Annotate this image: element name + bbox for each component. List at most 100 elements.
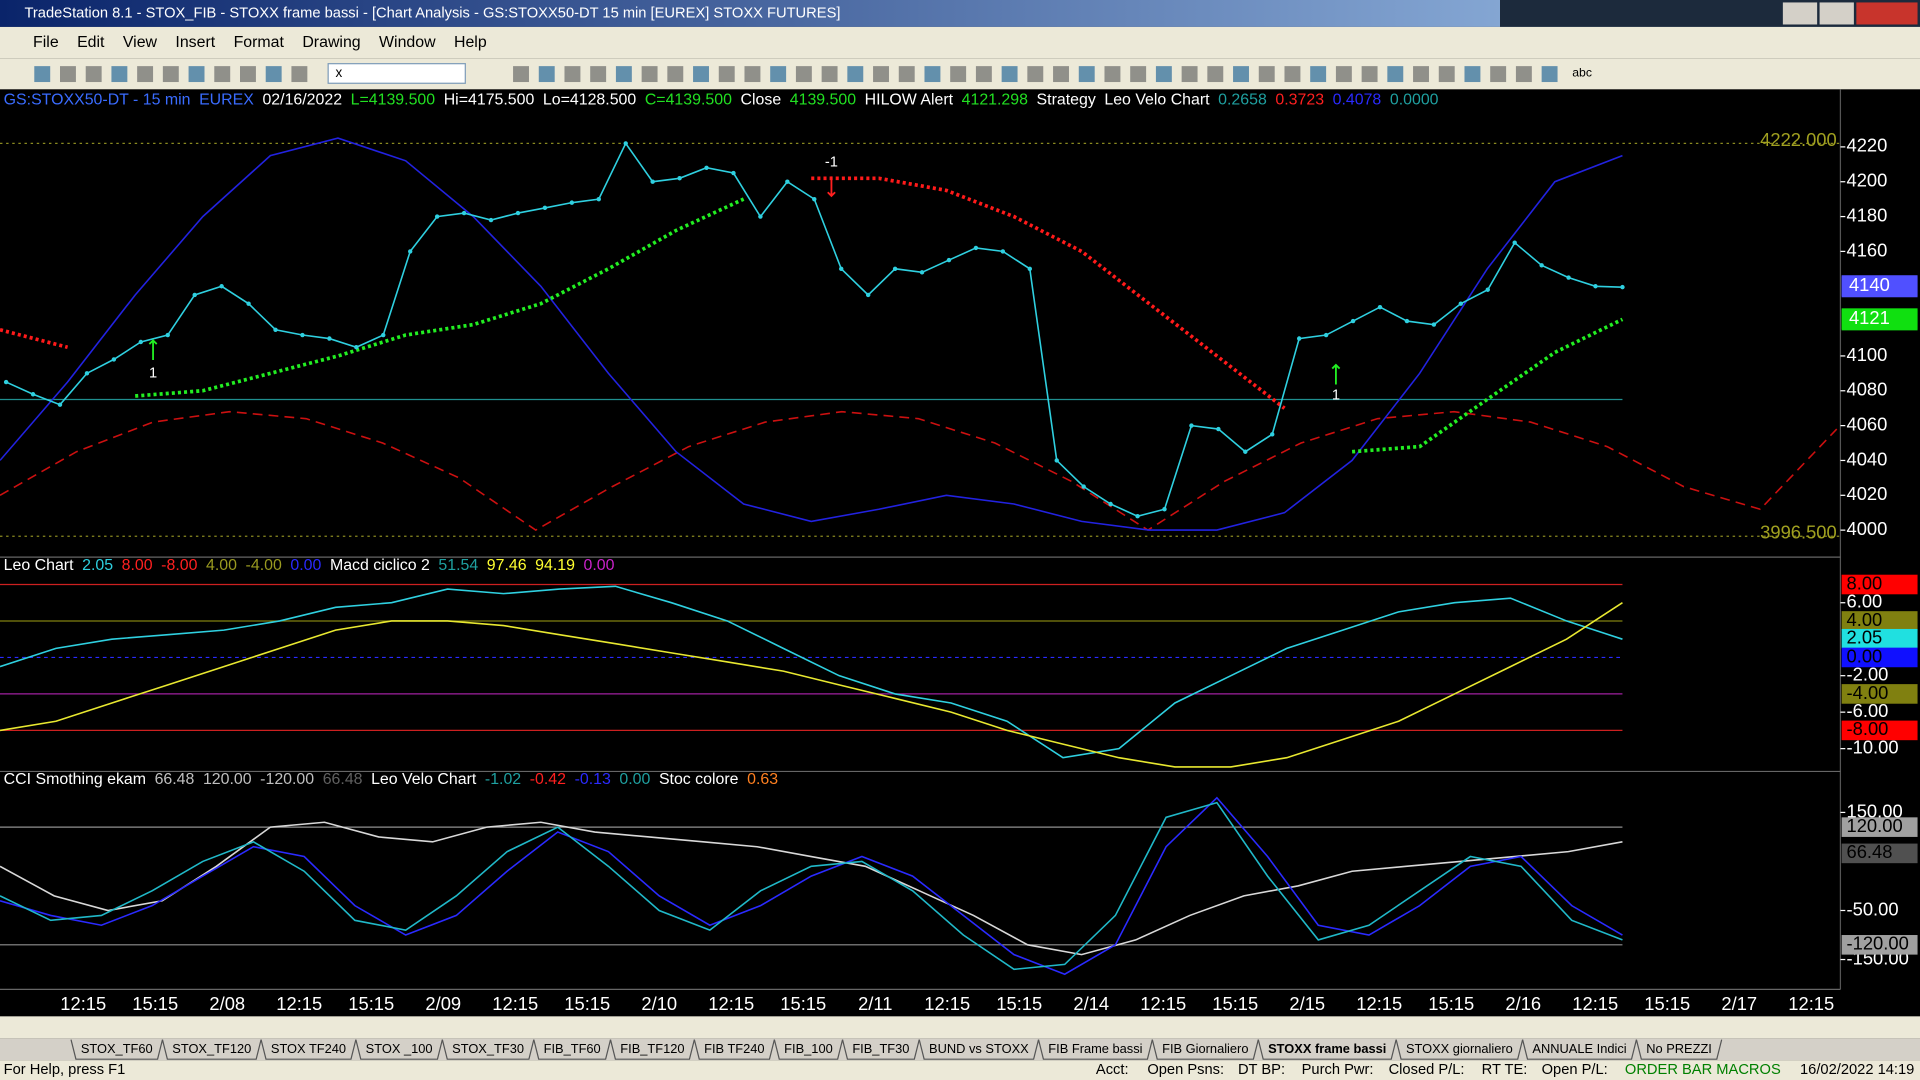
menu-item[interactable]: File <box>33 34 59 51</box>
sheet-tab-outline[interactable] <box>1522 1039 1638 1060</box>
toolbar-icon[interactable] <box>1001 66 1018 83</box>
sheet-tab[interactable]: FIB Frame bassi <box>1048 1041 1142 1056</box>
toolbar-icon[interactable] <box>590 66 607 83</box>
sheet-tab[interactable]: STOX_TF120 <box>172 1041 251 1056</box>
toolbar-icon[interactable] <box>1335 66 1352 83</box>
sheet-tab[interactable]: FIB_TF60 <box>544 1041 601 1056</box>
toolbar-icon[interactable] <box>847 66 864 83</box>
sheet-tab-outline[interactable] <box>355 1039 443 1060</box>
menu-item[interactable]: Drawing <box>302 34 360 51</box>
sheet-tab[interactable]: STOX _100 <box>366 1041 433 1056</box>
sheet-tab-outline[interactable] <box>1257 1039 1397 1060</box>
toolbar-icon[interactable] <box>975 66 992 83</box>
toolbar-icon[interactable] <box>641 66 658 83</box>
sheet-tab[interactable]: FIB_TF30 <box>852 1041 909 1056</box>
toolbar-icon[interactable] <box>1413 66 1429 83</box>
toolbar-icon[interactable] <box>513 66 529 83</box>
toolbar-icon[interactable] <box>137 66 154 83</box>
toolbar-icon[interactable] <box>564 66 581 83</box>
toolbar-icon[interactable] <box>34 66 51 83</box>
sheet-tab-outline[interactable] <box>609 1039 695 1060</box>
sheet-tab[interactable]: FIB_TF120 <box>620 1041 684 1056</box>
text-tool[interactable]: abc <box>1572 66 1592 80</box>
toolbar-icon[interactable] <box>1464 66 1481 83</box>
toolbar-icon[interactable] <box>214 66 231 83</box>
menu-item[interactable]: Format <box>234 34 285 51</box>
toolbar-icon[interactable] <box>795 66 812 83</box>
toolbar-icon[interactable] <box>1387 66 1404 83</box>
minimize-button[interactable] <box>1782 2 1818 25</box>
toolbar-icon[interactable] <box>1490 66 1507 83</box>
sheet-tab-outline[interactable] <box>1037 1039 1153 1060</box>
toolbar-icon[interactable] <box>85 66 102 83</box>
symbol-text[interactable]: x <box>336 65 343 80</box>
toolbar-icon[interactable] <box>1515 66 1532 83</box>
toolbar-icon[interactable] <box>1438 66 1455 83</box>
toolbar-icon[interactable] <box>615 66 632 83</box>
menu-item[interactable]: Edit <box>77 34 105 51</box>
toolbar-icon[interactable] <box>718 66 735 83</box>
sheet-tab-outline[interactable] <box>693 1039 775 1060</box>
toolbar-icon[interactable] <box>265 66 282 83</box>
sheet-tab-outline[interactable] <box>441 1039 535 1060</box>
toolbar-icon[interactable] <box>1541 66 1558 83</box>
sheet-tab[interactable]: No PREZZI <box>1646 1041 1712 1056</box>
toolbar-icon[interactable] <box>744 66 761 83</box>
toolbar-icon[interactable] <box>1361 66 1378 83</box>
toolbar-icon[interactable] <box>60 66 76 83</box>
sheet-tab[interactable]: ANNUALE Indici <box>1532 1041 1626 1056</box>
sheet-tab-outline[interactable] <box>533 1039 612 1060</box>
menu-item[interactable]: Help <box>454 34 487 51</box>
toolbar-icon[interactable] <box>1155 66 1172 83</box>
sheet-tab[interactable]: FIB TF240 <box>704 1041 764 1056</box>
sheet-tab[interactable]: BUND vs STOXX <box>929 1041 1029 1056</box>
toolbar-icon[interactable] <box>1130 66 1147 83</box>
toolbar-icon[interactable] <box>1233 66 1249 83</box>
sheet-tab[interactable]: STOXX giornaliero <box>1406 1041 1513 1056</box>
toolbar-icon[interactable] <box>240 66 256 83</box>
toolbar-icon[interactable] <box>1310 66 1327 83</box>
sheet-tab[interactable]: STOX TF240 <box>271 1041 346 1056</box>
sheet-tab-outline[interactable] <box>1395 1039 1524 1060</box>
sheet-tab-outline[interactable] <box>161 1039 262 1060</box>
sheet-tab-outline[interactable] <box>70 1039 164 1060</box>
toolbar-icon[interactable] <box>1181 66 1198 83</box>
sheet-tab-outline[interactable] <box>1635 1039 1723 1060</box>
toolbar-icon[interactable] <box>1078 66 1095 83</box>
toolbar-icon[interactable] <box>770 66 787 83</box>
toolbar-icon[interactable] <box>162 66 179 83</box>
toolbar-icon[interactable] <box>693 66 709 83</box>
sheet-tab[interactable]: FIB Giornaliero <box>1162 1041 1248 1056</box>
toolbar-icon[interactable] <box>291 66 308 83</box>
toolbar-icon[interactable] <box>1027 66 1044 83</box>
toolbar-icon[interactable] <box>1284 66 1301 83</box>
toolbar-icon[interactable] <box>1053 66 1069 83</box>
scroll-bar[interactable] <box>0 1016 1920 1039</box>
sheet-tab-outline[interactable] <box>260 1039 357 1060</box>
sheet-tab-outline[interactable] <box>1151 1039 1259 1060</box>
sheet-tab[interactable]: STOX_TF30 <box>452 1041 524 1056</box>
toolbar-icon[interactable] <box>821 66 838 83</box>
toolbar-icon[interactable] <box>111 66 128 83</box>
menu-item[interactable]: Insert <box>175 34 215 51</box>
sheet-tab-outline[interactable] <box>841 1039 920 1060</box>
sheet-tab-outline[interactable] <box>918 1039 1040 1060</box>
symbol-box[interactable] <box>327 63 466 84</box>
close-button[interactable] <box>1856 2 1918 25</box>
sheet-tab[interactable]: STOXX frame bassi <box>1268 1041 1386 1056</box>
toolbar-icon[interactable] <box>1104 66 1121 83</box>
toolbar-icon[interactable] <box>1258 66 1275 83</box>
menu-item[interactable]: View <box>123 34 158 51</box>
toolbar-icon[interactable] <box>950 66 967 83</box>
toolbar-icon[interactable] <box>538 66 555 83</box>
toolbar-icon[interactable] <box>667 66 684 83</box>
menu-item[interactable]: Window <box>379 34 436 51</box>
sheet-tab[interactable]: STOX_TF60 <box>81 1041 153 1056</box>
toolbar-icon[interactable] <box>898 66 915 83</box>
toolbar-icon[interactable] <box>924 66 941 83</box>
sheet-tab[interactable]: FIB_100 <box>784 1041 833 1056</box>
maximize-button[interactable] <box>1819 2 1854 25</box>
toolbar-icon[interactable] <box>873 66 889 83</box>
toolbar-icon[interactable] <box>1207 66 1224 83</box>
sheet-tab-outline[interactable] <box>773 1039 844 1060</box>
